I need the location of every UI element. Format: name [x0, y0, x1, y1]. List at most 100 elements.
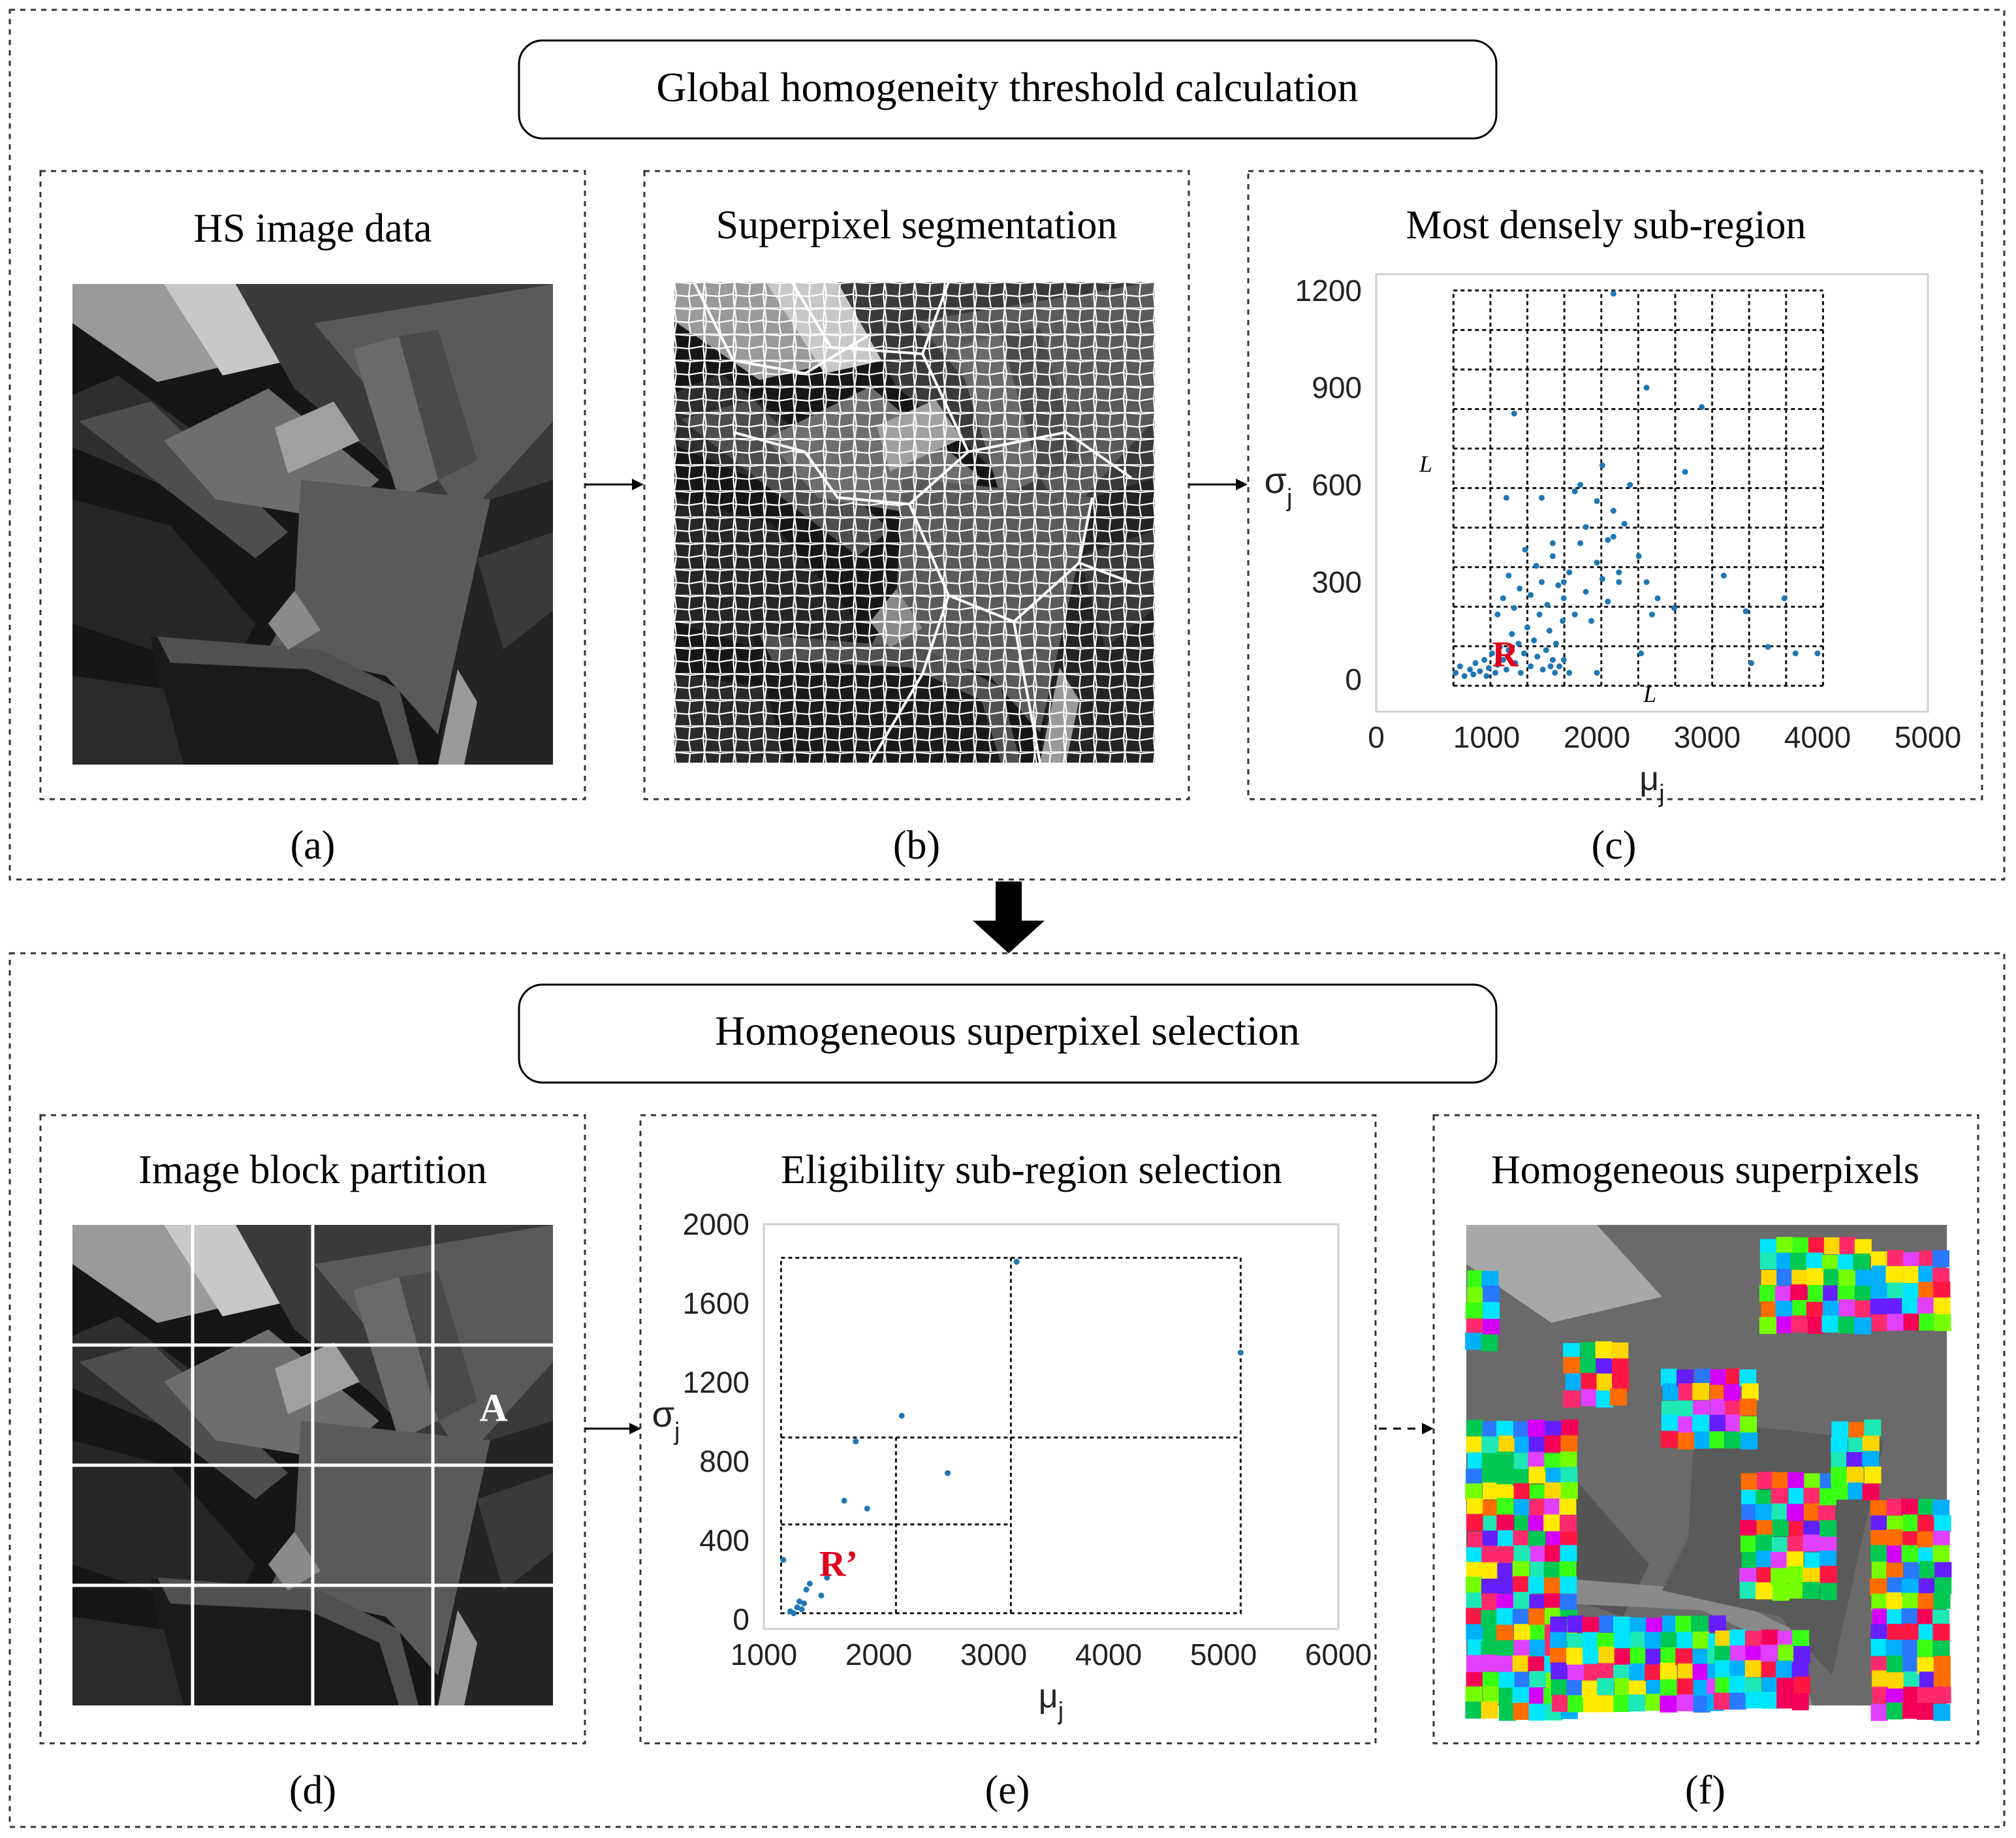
superpixel-cell — [1560, 1594, 1577, 1611]
superpixel-cell — [1791, 1315, 1808, 1333]
x-tick-label: 1000 — [1453, 720, 1520, 754]
superpixel-cell — [1917, 1531, 1934, 1549]
superpixel-cell — [1848, 1482, 1865, 1500]
superpixel-cell — [1755, 1582, 1772, 1600]
scatter-point — [1610, 291, 1616, 297]
superpixel-cell — [1853, 1253, 1870, 1271]
x-axis-label: μj — [1039, 1677, 1063, 1725]
superpixel-cell — [1497, 1640, 1515, 1658]
superpixel-cell — [1512, 1468, 1530, 1486]
superpixel-cell — [1778, 1644, 1795, 1662]
superpixel-cell — [1756, 1520, 1774, 1538]
superpixel-cell — [1762, 1677, 1780, 1694]
scatter-point — [803, 1587, 810, 1593]
scatter-point — [1492, 669, 1499, 676]
superpixel-cell — [1613, 1631, 1631, 1649]
scatter-point — [864, 1506, 870, 1512]
x-tick-label: 0 — [1368, 720, 1385, 754]
superpixel-cell — [1528, 1451, 1545, 1469]
superpixel-cell — [1581, 1389, 1598, 1406]
superpixel-cell — [1776, 1237, 1793, 1254]
plot-area — [1375, 273, 1929, 713]
superpixel-cell — [1872, 1314, 1889, 1331]
panel-a-title: HS image data — [193, 206, 432, 251]
scatter-point — [1470, 671, 1477, 678]
scatter-point — [1605, 598, 1611, 605]
superpixel-cell — [1528, 1530, 1545, 1548]
scatter-point — [818, 1592, 825, 1599]
superpixel-cell — [1740, 1432, 1758, 1450]
superpixel-cell — [1551, 1679, 1568, 1697]
superpixel-cell — [1596, 1358, 1613, 1376]
superpixel-cell — [1513, 1483, 1531, 1500]
superpixel-cell — [1934, 1562, 1952, 1579]
superpixel-cell — [1544, 1498, 1562, 1515]
panel-c-frame — [1247, 170, 1983, 800]
superpixel-cell — [1481, 1609, 1498, 1627]
superpixel-cell — [1771, 1503, 1789, 1521]
scatter-point — [1546, 627, 1552, 634]
superpixel-cell — [1862, 1483, 1880, 1500]
superpixel-cell — [1886, 1702, 1904, 1720]
superpixel-cell — [1660, 1695, 1677, 1713]
superpixel-cell — [1724, 1384, 1741, 1401]
superpixel-cell — [1934, 1314, 1951, 1331]
superpixel-cell — [1771, 1536, 1789, 1554]
scatter-chart-e: 1000 2000 3000 4000 5000 6000 0 400 800 1200 1600 2… — [652, 1207, 1372, 1725]
superpixel-cell — [1759, 1252, 1777, 1270]
superpixel-cell — [1581, 1342, 1598, 1359]
superpixel-cell — [1612, 1374, 1630, 1391]
superpixel-cell — [1630, 1617, 1647, 1635]
scatter-point — [1528, 663, 1534, 670]
plot-area — [763, 1223, 1340, 1630]
superpixel-cell — [1552, 1694, 1569, 1712]
scatter-point — [1453, 669, 1459, 676]
superpixel-segmentation-image — [674, 281, 1155, 764]
y-tick-label: 0 — [732, 1602, 749, 1636]
stage-transition-arrow — [973, 881, 1045, 953]
superpixel-cell — [1563, 1357, 1581, 1374]
superpixel-cell — [1886, 1655, 1904, 1673]
superpixel-cell — [1496, 1498, 1514, 1515]
superpixel-cell — [1786, 1504, 1804, 1521]
superpixel-cell — [1483, 1286, 1500, 1303]
superpixel-cell — [1566, 1680, 1584, 1698]
superpixel-cell — [1678, 1416, 1695, 1434]
superpixel-cell — [1776, 1316, 1794, 1334]
scatter-point — [1539, 666, 1546, 673]
panel-d-caption: (d) — [289, 1768, 336, 1813]
scatter-point — [1503, 666, 1509, 673]
scatter-point — [1517, 669, 1524, 676]
superpixel-cell — [1550, 1647, 1567, 1665]
superpixel-cell — [1550, 1616, 1567, 1634]
superpixel-cell — [1583, 1695, 1600, 1713]
scatter-point — [1599, 576, 1605, 582]
superpixel-cell — [1498, 1545, 1516, 1563]
superpixel-cell — [1771, 1568, 1788, 1585]
superpixel-cell — [1870, 1639, 1888, 1656]
superpixel-cell — [1629, 1663, 1646, 1681]
superpixel-cell — [1465, 1483, 1483, 1500]
scatter-point — [1583, 588, 1589, 595]
chart-annotation: R — [1492, 635, 1519, 675]
superpixel-cell — [1498, 1577, 1515, 1594]
superpixel-cell — [1513, 1703, 1530, 1720]
scatter-point — [1552, 669, 1558, 676]
scatter-point — [1671, 605, 1677, 611]
superpixel-cell — [1821, 1315, 1839, 1333]
scatter-point — [1533, 563, 1539, 569]
superpixel-cell — [1560, 1482, 1578, 1500]
panel-b-title: Superpixel segmentation — [716, 203, 1118, 247]
stage1-frame — [8, 8, 2006, 881]
superpixel-cell — [1790, 1252, 1808, 1270]
scatter-point — [806, 1580, 813, 1587]
superpixel-cell — [1822, 1301, 1840, 1318]
scatter-point — [1494, 611, 1501, 618]
superpixel-cell — [1466, 1655, 1483, 1672]
scatter-point — [1488, 650, 1495, 657]
superpixel-cell — [1496, 1467, 1514, 1485]
superpixel-cell — [1741, 1551, 1759, 1569]
scatter-point — [1552, 641, 1559, 647]
scatter-point — [1594, 669, 1600, 676]
superpixel-cell — [1528, 1466, 1546, 1484]
